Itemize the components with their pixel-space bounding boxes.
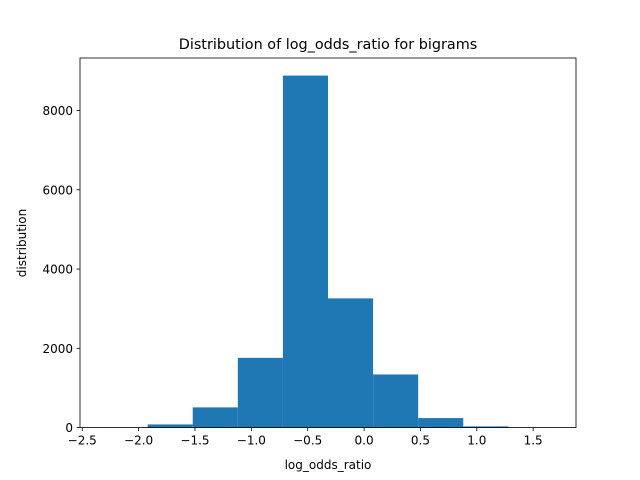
- histogram-bar-7: [418, 418, 464, 428]
- x-tick-label: 1.0: [467, 434, 486, 448]
- x-tick-label: −2.5: [68, 434, 97, 448]
- x-tick-label: −1.0: [237, 434, 266, 448]
- y-tick-label: 8000: [42, 104, 73, 118]
- y-axis-ticks: 0 2000 4000 6000 8000: [42, 104, 80, 435]
- histogram-bar-8: [463, 426, 509, 428]
- histogram-bar-2: [192, 407, 238, 428]
- chart-title: Distribution of log_odds_ratio for bigra…: [179, 37, 478, 53]
- bars-group: [102, 75, 554, 428]
- x-tick-label: −0.5: [293, 434, 322, 448]
- x-tick-label: 1.5: [524, 434, 543, 448]
- histogram-bar-3: [237, 357, 283, 428]
- x-tick-label: 0.5: [411, 434, 430, 448]
- histogram-bar-5: [328, 298, 374, 428]
- x-axis-ticks: −2.5 −2.0 −1.5 −1.0 −0.5 0.0 0.5 1.0 1.5: [68, 427, 543, 448]
- y-tick-label: 6000: [42, 183, 73, 197]
- x-tick-label: 0.0: [355, 434, 374, 448]
- y-tick-label: 0: [65, 421, 73, 435]
- histogram-bar-4: [282, 75, 328, 428]
- plot-frame: [79, 57, 577, 429]
- x-tick-label: −2.0: [124, 434, 153, 448]
- x-axis-label: log_odds_ratio: [285, 458, 372, 472]
- y-axis-label: distribution: [15, 209, 29, 277]
- histogram-bar-6: [373, 374, 419, 428]
- histogram-bar-1: [147, 424, 193, 428]
- y-tick-label: 2000: [42, 342, 73, 356]
- x-tick-label: −1.5: [180, 434, 209, 448]
- y-tick-label: 4000: [42, 263, 73, 277]
